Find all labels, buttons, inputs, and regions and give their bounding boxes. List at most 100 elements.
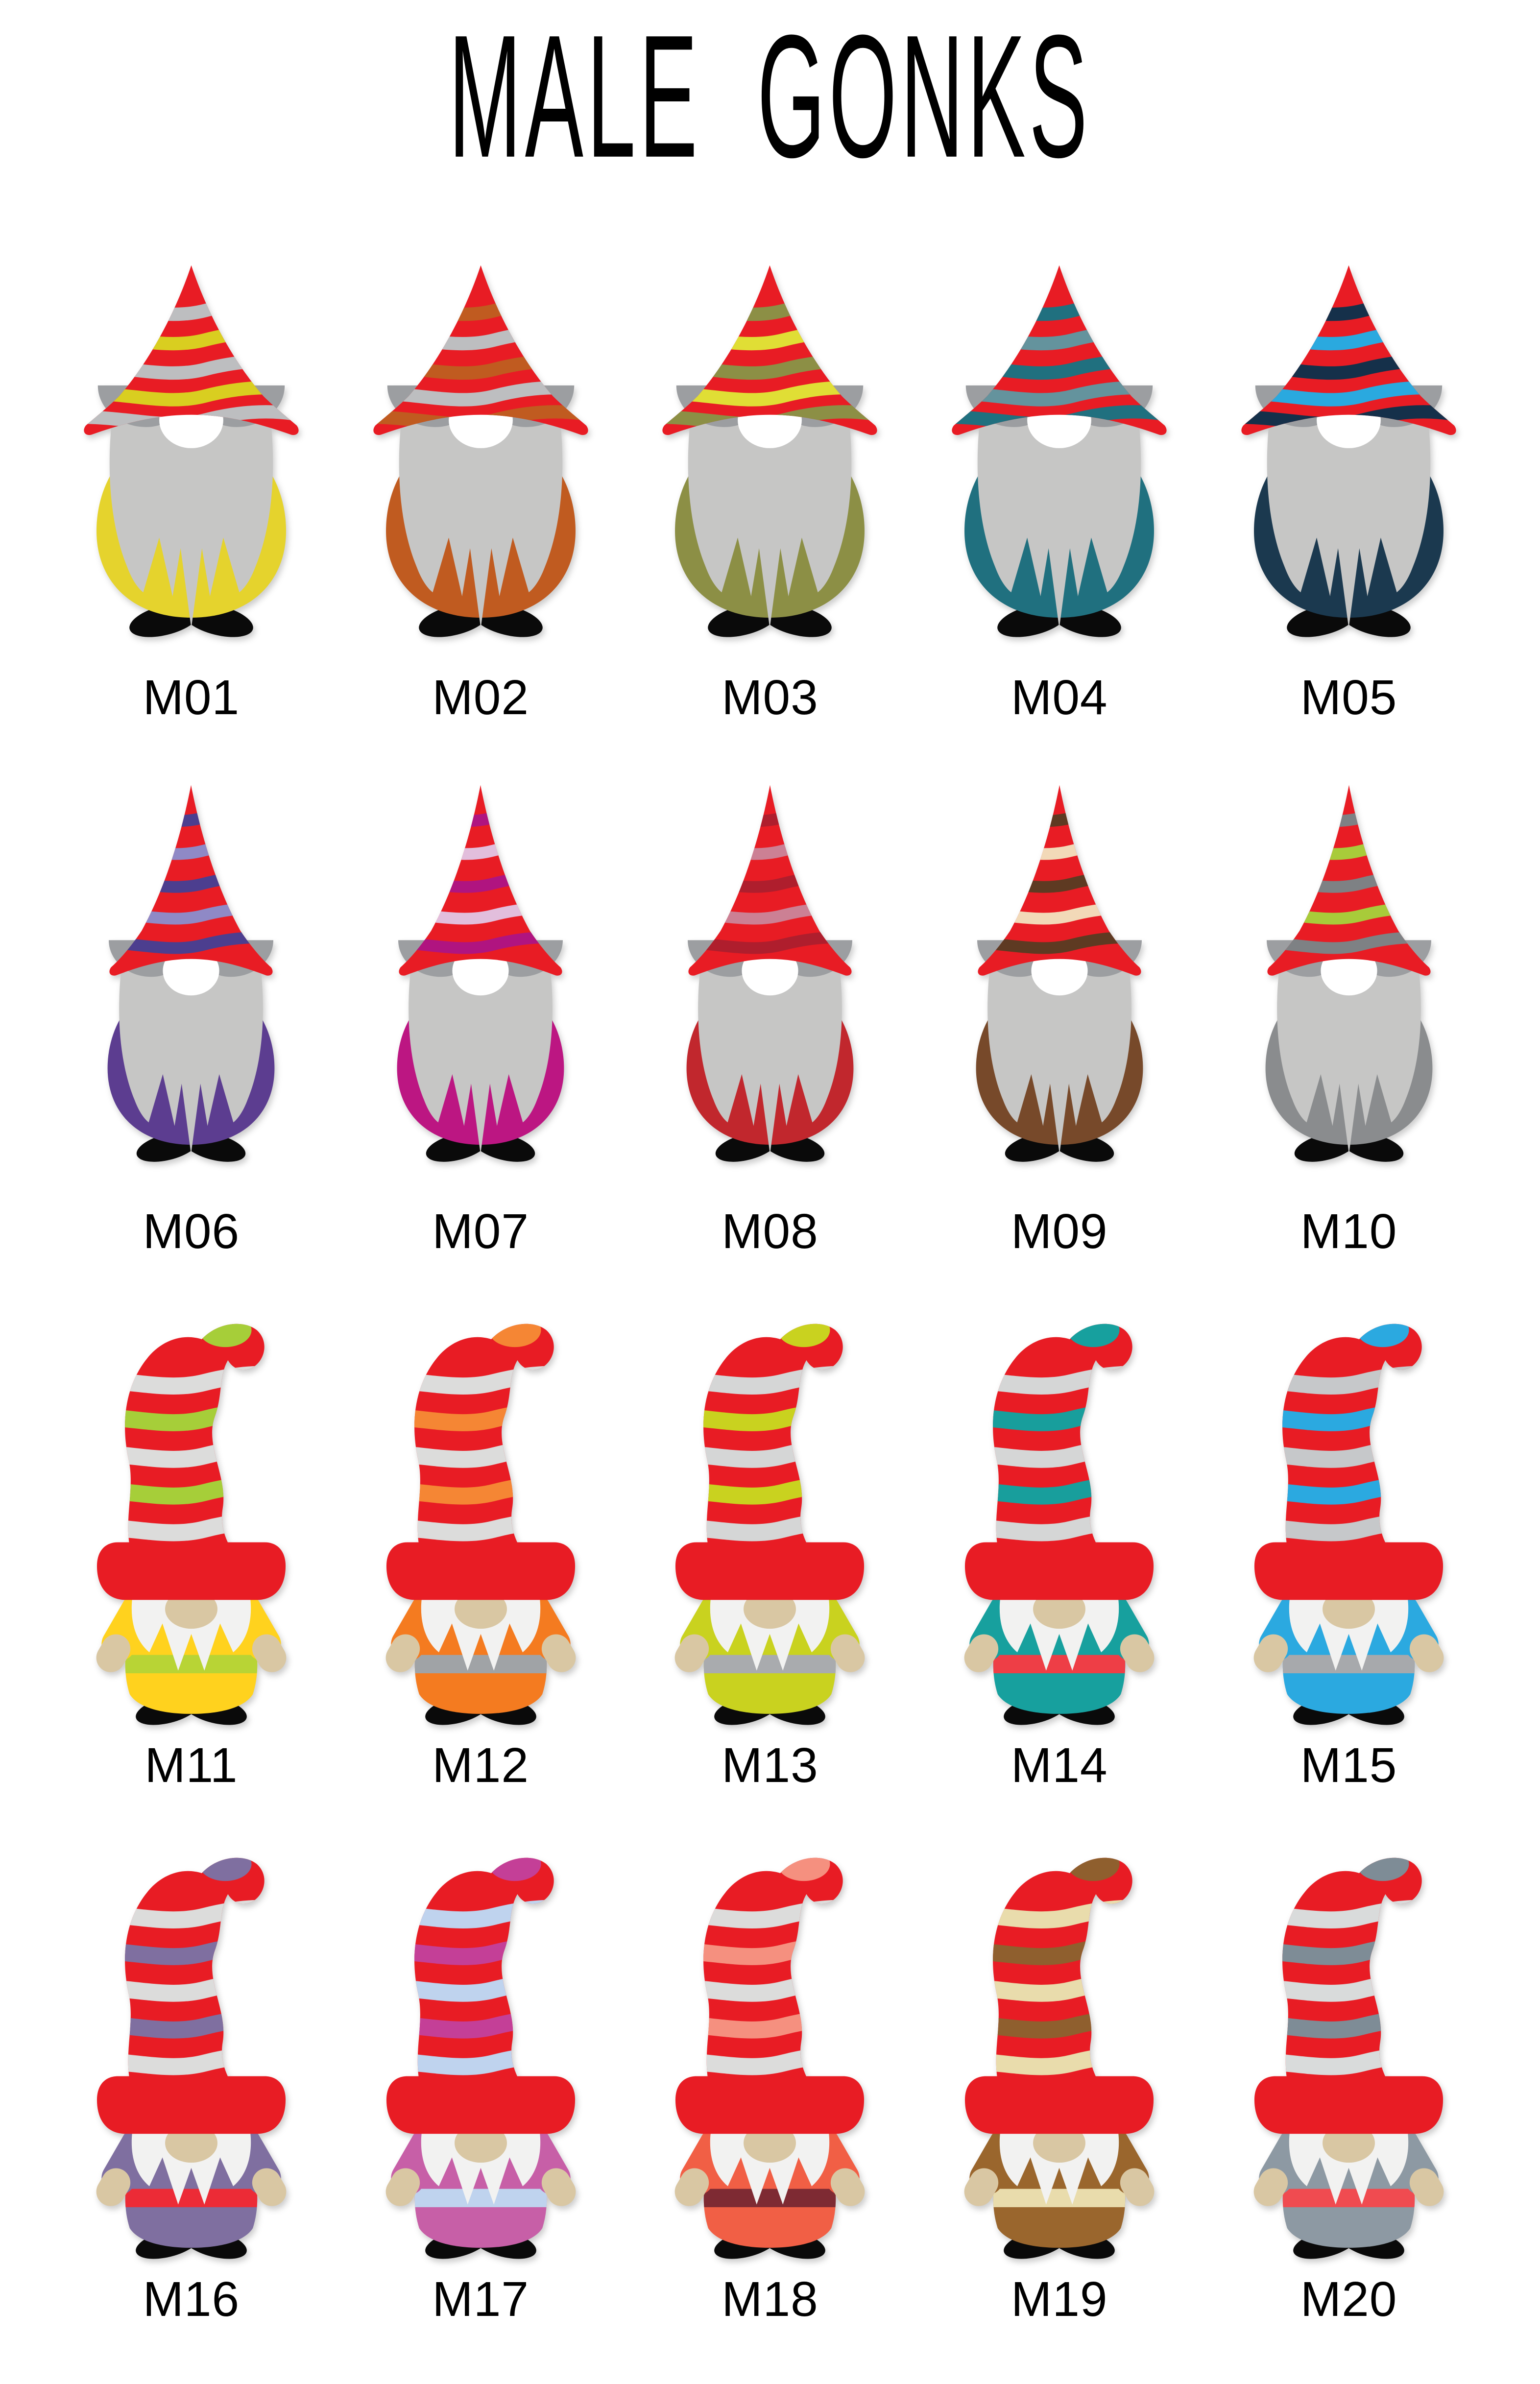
gonk-grid: M01 M02 M03 <box>0 193 1540 2329</box>
hand-right <box>1409 2168 1444 2206</box>
hand-right <box>252 1634 287 1672</box>
belt <box>993 2189 1126 2208</box>
hand-right <box>1120 2168 1155 2206</box>
hat <box>662 265 878 435</box>
gonk-figure-M13 <box>675 1324 865 1725</box>
beard <box>1267 388 1431 628</box>
hat <box>952 265 1167 435</box>
hat-brim <box>386 1542 575 1600</box>
hat-stripes <box>703 1857 843 2078</box>
hand-right <box>252 2168 287 2206</box>
gonk-label: M05 <box>1300 670 1397 725</box>
hat <box>1254 1857 1444 2134</box>
hat-brim <box>1254 2076 1444 2134</box>
gonk-figure-M02 <box>373 265 588 637</box>
hat <box>688 785 852 976</box>
gonk-label: M03 <box>722 670 818 725</box>
gonk-cell-M10: M10 <box>1204 727 1493 1261</box>
hat <box>1254 1324 1444 1600</box>
gonk-cell-M17: M17 <box>336 1795 626 2329</box>
page-header: MALE GONKS <box>0 0 1540 194</box>
hat-stripes <box>124 1857 265 2078</box>
beard <box>688 388 852 628</box>
beard <box>109 388 273 628</box>
hand-left <box>385 2168 420 2206</box>
hand-right <box>1409 1634 1444 1672</box>
hand-left <box>964 1634 999 1672</box>
gonk-label: M02 <box>432 670 529 725</box>
belt <box>704 2189 836 2208</box>
hat-brim <box>96 2076 286 2134</box>
gonk-cell-M08: M08 <box>626 727 915 1261</box>
hat <box>399 785 562 976</box>
gonk-label: M16 <box>143 2272 240 2327</box>
gonk-label: M20 <box>1300 2272 1397 2327</box>
beard <box>119 942 264 1155</box>
belt <box>704 1655 836 1674</box>
gonk-label: M09 <box>1011 1204 1108 1259</box>
gonk-figure-M16 <box>96 1857 287 2259</box>
hand-left <box>1253 2168 1288 2206</box>
hat-brim <box>965 2076 1154 2134</box>
gonk-label: M10 <box>1300 1204 1397 1259</box>
belt <box>414 2189 547 2208</box>
gonk-figure-M12 <box>385 1324 576 1725</box>
hand-right <box>1120 1634 1155 1672</box>
hat <box>373 265 588 435</box>
hat-tip-stripe <box>1356 1857 1409 1881</box>
gonk-figure-M17 <box>385 1857 576 2259</box>
hat-brim <box>675 2076 865 2134</box>
gonk-label: M15 <box>1300 1738 1397 1793</box>
gonk-cell-M03: M03 <box>626 193 915 727</box>
gonk-label: M01 <box>143 670 240 725</box>
hat <box>84 265 299 435</box>
hat-stripes <box>414 1324 554 1544</box>
hand-right <box>541 2168 576 2206</box>
beard <box>978 388 1141 628</box>
hat <box>109 785 273 976</box>
gonk-figure-M03 <box>662 265 878 637</box>
belt <box>1282 1655 1415 1674</box>
hat-tip-stripe <box>1067 1324 1120 1348</box>
hat-tip-stripe <box>199 1857 252 1881</box>
hat-brim <box>386 2076 575 2134</box>
gonk-label: M19 <box>1011 2272 1108 2327</box>
hat-tip-stripe <box>778 1324 830 1348</box>
hand-right <box>831 1634 865 1672</box>
gonk-label: M11 <box>144 1738 238 1793</box>
gonk-figure-M08 <box>686 785 854 1162</box>
gonk-label: M13 <box>722 1738 818 1793</box>
hat-stripes <box>1282 1324 1422 1544</box>
gonk-label: M17 <box>432 2272 529 2327</box>
gonk-figure-M06 <box>107 785 275 1162</box>
gonk-label: M18 <box>722 2272 818 2327</box>
gonk-cell-M19: M19 <box>914 1795 1204 2329</box>
hat-tip-stripe <box>1067 1857 1120 1881</box>
page-title: MALE GONKS <box>449 0 1091 195</box>
gonk-label: M06 <box>143 1204 240 1259</box>
gonk-cell-M14: M14 <box>914 1261 1204 1795</box>
hat <box>965 1857 1154 2134</box>
belt <box>1282 2189 1415 2208</box>
hat-tip-stripe <box>778 1857 830 1881</box>
hat-stripes <box>414 1857 554 2078</box>
gonk-label: M08 <box>722 1204 818 1259</box>
belt <box>414 1655 547 1674</box>
beard <box>987 942 1131 1155</box>
hat <box>386 1857 575 2134</box>
hand-left <box>675 2168 709 2206</box>
gonk-figure-M18 <box>675 1857 865 2259</box>
hat <box>978 785 1141 976</box>
gonk-figure-M20 <box>1253 1857 1444 2259</box>
hand-right <box>831 2168 865 2206</box>
belt <box>125 1655 258 1674</box>
gonk-label: M04 <box>1011 670 1108 725</box>
gonk-cell-M02: M02 <box>336 193 626 727</box>
belt <box>993 1655 1126 1674</box>
hat-tip-stripe <box>488 1324 541 1348</box>
hat <box>96 1857 286 2134</box>
hat-brim <box>96 1542 286 1600</box>
belt <box>125 2189 258 2208</box>
gonk-cell-M11: M11 <box>47 1261 336 1795</box>
hat-brim <box>675 1542 865 1600</box>
